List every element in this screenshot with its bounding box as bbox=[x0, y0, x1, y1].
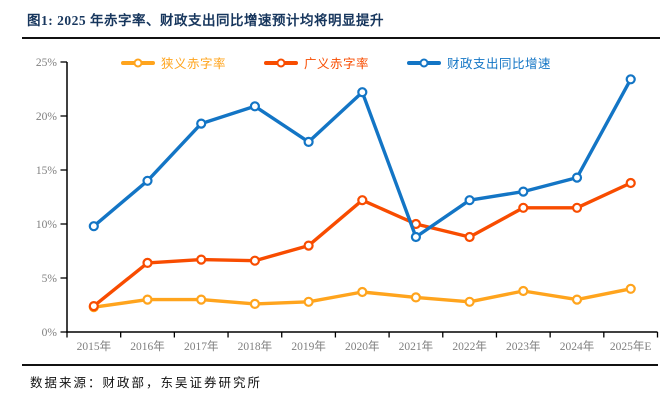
y-tick-label: 10% bbox=[36, 219, 58, 231]
data-point bbox=[518, 186, 529, 197]
data-point bbox=[142, 257, 153, 268]
data-point bbox=[357, 87, 368, 98]
data-point bbox=[196, 294, 207, 305]
legend-label: 广义赤字率 bbox=[303, 57, 369, 71]
x-tick-label: 2020年 bbox=[345, 339, 380, 353]
legend-line-marker-icon bbox=[407, 57, 441, 68]
data-point bbox=[464, 296, 475, 307]
data-point bbox=[410, 231, 421, 243]
data-point bbox=[357, 195, 368, 206]
data-point bbox=[249, 255, 260, 266]
x-tick-label: 2024年 bbox=[560, 339, 595, 353]
x-tick-label: 2017年 bbox=[184, 339, 219, 353]
data-source-note: 数据来源：财政部，东吴证券研究所 bbox=[30, 376, 263, 390]
chart-legend: 狭义赤字率 广义赤字率 财政支出同比增速 bbox=[0, 53, 672, 72]
legend-line-marker-icon bbox=[263, 57, 298, 68]
legend-item-1: 广义赤字率 bbox=[263, 53, 369, 72]
y-tick-label: 15% bbox=[36, 165, 58, 177]
figure-title: 图1: 2025 年赤字率、财政支出同比增速预计均将明显提升 bbox=[27, 13, 384, 28]
data-point bbox=[625, 74, 636, 85]
y-tick-label: 25% bbox=[36, 57, 58, 69]
data-point bbox=[464, 195, 475, 206]
x-tick-label: 2016年 bbox=[130, 339, 165, 353]
legend-label: 狭义赤字率 bbox=[160, 57, 226, 71]
data-point bbox=[249, 298, 260, 309]
y-tick-label: 0% bbox=[42, 327, 58, 339]
x-tick-label: 2018年 bbox=[238, 339, 273, 353]
legend-line-marker-icon bbox=[120, 57, 155, 68]
data-point bbox=[142, 175, 153, 186]
data-point bbox=[357, 286, 368, 298]
x-tick-label: 2022年 bbox=[452, 339, 487, 353]
data-point bbox=[142, 294, 153, 305]
series-line-2 bbox=[92, 77, 633, 239]
data-point bbox=[303, 296, 314, 307]
legend-item-2: 财政支出同比增速 bbox=[407, 53, 551, 72]
data-point bbox=[625, 283, 636, 294]
line-chart: 0% 5% 10% 15% 20% 25% 2015年 2016年 2017年 2018年 2019… bbox=[36, 57, 659, 353]
x-tick-label: 2021年 bbox=[399, 339, 434, 353]
data-point bbox=[196, 254, 207, 265]
data-point bbox=[571, 202, 583, 213]
data-point bbox=[303, 136, 314, 148]
title-divider bbox=[22, 37, 660, 39]
legend-item-0: 狭义赤字率 bbox=[120, 53, 226, 72]
data-point bbox=[518, 202, 529, 213]
data-point bbox=[518, 285, 529, 297]
x-tick-label: 2015年 bbox=[77, 339, 112, 353]
legend-label: 财政支出同比增速 bbox=[447, 57, 552, 71]
data-point bbox=[464, 231, 475, 243]
data-point bbox=[249, 101, 260, 112]
data-point bbox=[88, 301, 99, 312]
x-tick-label: 2023年 bbox=[506, 339, 541, 353]
data-point bbox=[571, 294, 583, 305]
data-point bbox=[303, 240, 314, 251]
x-tick-label: 2019年 bbox=[291, 339, 326, 353]
y-tick-label: 5% bbox=[42, 273, 58, 285]
data-point bbox=[410, 292, 421, 303]
data-point bbox=[88, 221, 99, 232]
data-point bbox=[196, 118, 207, 129]
x-tick-label: 2025年E bbox=[610, 339, 652, 353]
data-point bbox=[625, 177, 636, 189]
y-tick-label: 20% bbox=[36, 111, 58, 123]
footer-divider bbox=[22, 364, 658, 366]
data-point bbox=[571, 172, 583, 183]
